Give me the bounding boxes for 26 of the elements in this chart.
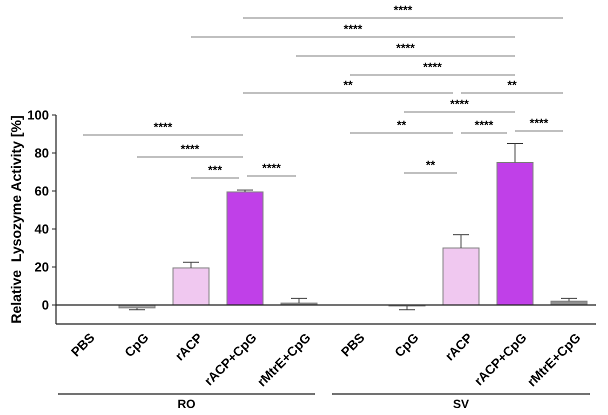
text: **** <box>344 22 363 36</box>
y-tick-label: 40 <box>34 222 49 237</box>
annotation: ** <box>426 158 436 172</box>
y-tick-label: 100 <box>27 108 49 123</box>
text: **** <box>396 41 416 55</box>
annotation: **** <box>154 120 173 134</box>
text: ** <box>507 78 517 92</box>
text: **** <box>450 97 470 111</box>
text: RO <box>178 397 196 411</box>
text: ** <box>343 78 353 92</box>
text: SV <box>452 397 470 411</box>
y-tick-label: 80 <box>34 146 49 161</box>
text: **** <box>394 3 413 17</box>
x-tick-label: CpG <box>122 330 152 360</box>
text: **** <box>423 60 442 74</box>
annotation: *** <box>208 163 222 177</box>
x-tick-label: CpG <box>392 330 422 360</box>
annotation: **** <box>180 142 200 156</box>
annotation: **** <box>530 116 549 130</box>
y-axis-title: Relative Lysozyme Activity [%] <box>8 115 24 324</box>
annotation: **** <box>474 118 494 132</box>
annotation: **** <box>262 161 282 175</box>
y-tick-label: 20 <box>34 260 49 275</box>
y-tick-label: 60 <box>34 184 49 199</box>
y-tick-label: 0 <box>42 298 49 313</box>
annotation: ** <box>396 118 406 132</box>
